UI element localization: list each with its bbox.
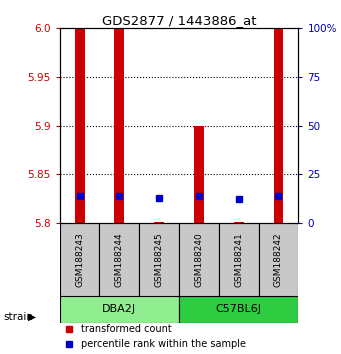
Bar [258, 223, 298, 296]
Text: GSM188245: GSM188245 [154, 232, 164, 287]
Bar [179, 296, 298, 323]
Bar [139, 223, 179, 296]
Text: C57BL6J: C57BL6J [216, 304, 262, 314]
Bar [219, 223, 258, 296]
Text: transformed count: transformed count [81, 324, 172, 334]
Bar [179, 223, 219, 296]
Bar [75, 28, 85, 223]
Bar [154, 222, 164, 223]
Bar [194, 126, 204, 223]
Title: GDS2877 / 1443886_at: GDS2877 / 1443886_at [102, 14, 256, 27]
Text: DBA2J: DBA2J [102, 304, 136, 314]
Bar [273, 28, 283, 223]
Bar [114, 28, 124, 223]
Bar [234, 222, 244, 223]
Text: GSM188244: GSM188244 [115, 232, 124, 287]
Text: ▶: ▶ [28, 312, 36, 322]
Text: GSM188241: GSM188241 [234, 232, 243, 287]
Text: GSM188243: GSM188243 [75, 232, 84, 287]
Bar [60, 296, 179, 323]
Bar [100, 223, 139, 296]
Text: GSM188242: GSM188242 [274, 232, 283, 287]
Text: percentile rank within the sample: percentile rank within the sample [81, 339, 246, 349]
Bar [60, 223, 100, 296]
Text: strain: strain [3, 312, 33, 322]
Text: GSM188240: GSM188240 [194, 232, 204, 287]
